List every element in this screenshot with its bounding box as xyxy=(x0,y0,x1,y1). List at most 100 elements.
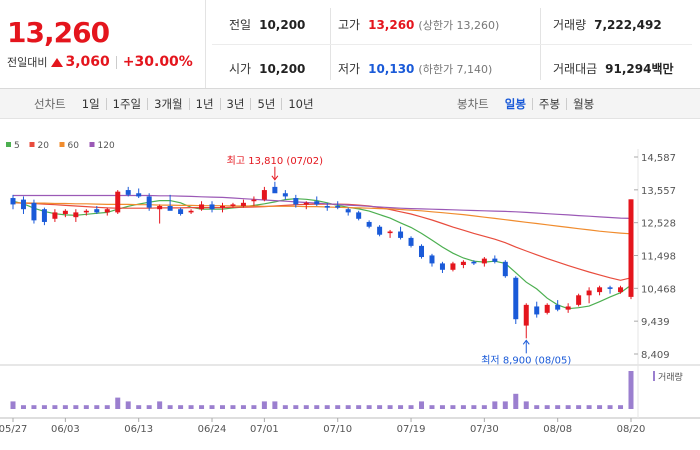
tab-5y[interactable]: 5년 xyxy=(250,97,281,110)
candle-body xyxy=(450,263,456,270)
volume-bar xyxy=(398,405,404,409)
tab-daily[interactable]: 일봉 xyxy=(504,96,526,111)
chart-axes: 14,587 13,557 12,528 11,498 10,468 9,439 8,409… xyxy=(0,153,676,435)
y-tick-label: 12,528 xyxy=(641,219,676,230)
candle-body xyxy=(345,209,351,213)
candle-body xyxy=(523,304,529,326)
x-tick-label: 08/08 xyxy=(543,424,572,435)
prev-close-cell: 전일 10,200 xyxy=(229,16,305,33)
open-cell: 시가 10,200 xyxy=(229,60,305,77)
tab-1y[interactable]: 1년 xyxy=(188,97,220,110)
legend-label: 20 xyxy=(38,141,50,151)
volume-bar xyxy=(125,401,131,409)
candle-body xyxy=(125,190,131,195)
candle-body xyxy=(251,199,257,202)
x-tick-label: 06/03 xyxy=(51,424,80,435)
candle-body xyxy=(513,277,519,320)
tab-10y[interactable]: 10년 xyxy=(281,97,319,110)
candle-body xyxy=(188,210,194,213)
volume-bar xyxy=(502,401,508,409)
upper-limit: (상한가 13,260) xyxy=(418,19,500,32)
current-price: 13,260 xyxy=(7,16,110,49)
volume-cell: 거래량 7,222,492 xyxy=(553,16,662,33)
candle-body xyxy=(628,199,634,297)
volume-bar xyxy=(146,405,152,409)
volume-bar xyxy=(167,405,173,409)
legend-swatch xyxy=(6,142,11,147)
volume-bar xyxy=(219,405,225,409)
tab-3m[interactable]: 3개월 xyxy=(147,97,188,110)
candle-body xyxy=(73,212,79,218)
x-tick-label: 06/13 xyxy=(124,424,153,435)
legend-label: 120 xyxy=(98,141,115,151)
arrow-up-icon xyxy=(522,339,530,345)
candle-body xyxy=(209,204,215,210)
candle-body xyxy=(597,287,603,293)
volume-bar xyxy=(345,405,351,409)
volume-bar xyxy=(314,405,320,409)
arrow-down-icon xyxy=(271,175,279,181)
candle-body xyxy=(387,231,393,234)
tab-monthly[interactable]: 월봉 xyxy=(566,97,600,110)
volume-bar xyxy=(83,405,89,409)
tab-3y[interactable]: 3년 xyxy=(219,97,251,110)
open-label: 시가 xyxy=(229,62,252,76)
candle-body xyxy=(419,245,425,258)
candle-body xyxy=(10,198,16,205)
high-annotation-label: 최고 13,810 (07/02) xyxy=(227,155,323,167)
candle-body xyxy=(502,261,508,277)
ma-line-5 xyxy=(12,198,632,310)
high-label: 고가 xyxy=(338,18,361,32)
volume-bar xyxy=(157,401,163,409)
volume-bar xyxy=(471,405,477,409)
volume-bar xyxy=(199,405,205,409)
volume-bar xyxy=(282,405,288,409)
candle-body xyxy=(115,191,121,213)
candle-body xyxy=(398,231,404,238)
volume-bar xyxy=(356,405,362,409)
tab-weekly[interactable]: 주봉 xyxy=(531,97,566,110)
line-chart-tabs: 선차트 1일 1주일 3개월 1년 3년 5년 10년 xyxy=(34,89,320,118)
change-label: 전일대비 xyxy=(7,56,48,69)
volume-bar xyxy=(555,405,561,409)
candle-body xyxy=(230,204,236,207)
volume-bar xyxy=(513,393,519,409)
volume-bar xyxy=(303,405,309,409)
volume-bar xyxy=(565,405,571,409)
tab-1w[interactable]: 1주일 xyxy=(105,97,147,110)
volume-bar xyxy=(377,405,383,409)
volume-bar xyxy=(178,405,184,409)
x-tick-label: 07/30 xyxy=(470,424,499,435)
volume-bar xyxy=(492,401,498,409)
volume-bar xyxy=(261,401,267,409)
volume-bar xyxy=(240,405,246,409)
volume-bar xyxy=(481,405,487,409)
volume-bar xyxy=(544,405,550,409)
change-percent: +30.00% xyxy=(122,54,193,70)
volume-bar xyxy=(31,405,37,409)
candle-body xyxy=(460,261,466,266)
volume-bar xyxy=(230,405,236,409)
volume-bars: 거래량 xyxy=(10,371,683,409)
price-box: 13,260 전일대비 3,060 +30.00% xyxy=(0,0,206,88)
candle-body xyxy=(62,210,68,214)
candle-body xyxy=(178,209,184,214)
chart-tabs-bar: 선차트 1일 1주일 3개월 1년 3년 5년 10년 봉차트 일봉 주봉 월봉 xyxy=(0,89,700,119)
volume-bar xyxy=(597,405,603,409)
volume-bar xyxy=(408,405,414,409)
candle-body xyxy=(240,202,246,207)
stock-chart: 5 20 60 120 거래량 14,587 13,557 12,528 11,498 10,… xyxy=(0,141,700,435)
low-label: 저가 xyxy=(338,62,361,76)
prev-close-label: 전일 xyxy=(229,18,252,32)
x-tick-label: 07/19 xyxy=(397,424,426,435)
volume-bar xyxy=(115,397,121,409)
candle-body xyxy=(199,204,205,210)
volume-bar xyxy=(62,405,68,409)
candle-body xyxy=(261,190,267,200)
candle-body xyxy=(429,255,435,264)
candle-body xyxy=(324,206,330,208)
tab-1d[interactable]: 1일 xyxy=(81,96,100,111)
volume-label: 거래량 xyxy=(553,18,587,32)
moving-averages xyxy=(12,194,632,310)
candle-body xyxy=(481,258,487,264)
